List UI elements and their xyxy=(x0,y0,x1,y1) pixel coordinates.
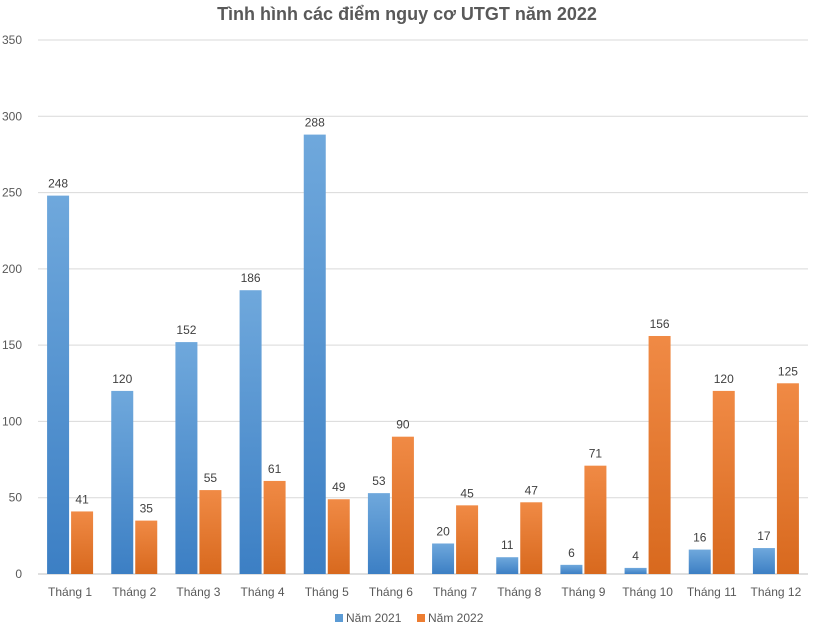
bar-2022-1 xyxy=(71,511,94,574)
bar-2021-5 xyxy=(303,134,326,574)
data-label: 41 xyxy=(75,492,89,506)
bar-2022-7 xyxy=(456,505,479,574)
bar-2022-12 xyxy=(776,383,799,574)
bar-2021-7 xyxy=(432,543,455,574)
data-label: 49 xyxy=(332,480,346,494)
data-label: 6 xyxy=(568,546,575,560)
data-label: 47 xyxy=(525,483,539,497)
data-label: 120 xyxy=(714,372,734,386)
data-label: 20 xyxy=(436,524,450,538)
x-tick-label: Tháng 6 xyxy=(369,585,413,599)
bar-2022-10 xyxy=(648,335,671,574)
bar-2021-6 xyxy=(367,493,390,574)
x-tick-label: Tháng 10 xyxy=(622,585,673,599)
data-label: 11 xyxy=(501,538,514,552)
bar-2022-8 xyxy=(520,502,543,574)
bar-2022-9 xyxy=(584,465,607,574)
x-tick-label: Tháng 8 xyxy=(497,585,541,599)
data-label: 55 xyxy=(204,471,218,485)
data-label: 53 xyxy=(372,474,386,488)
x-tick-label: Tháng 7 xyxy=(433,585,477,599)
data-label: 4 xyxy=(632,549,639,563)
legend-label: Năm 2022 xyxy=(428,611,484,625)
y-tick-label: 300 xyxy=(2,109,22,123)
data-label: 288 xyxy=(305,116,325,130)
x-tick-label: Tháng 2 xyxy=(112,585,156,599)
y-axis-ticks: 0 50 100 150 200 250 300 350 xyxy=(2,33,22,581)
x-tick-label: Tháng 1 xyxy=(48,585,92,599)
y-tick-label: 150 xyxy=(2,338,22,352)
bar-2021-1 xyxy=(47,195,70,574)
bar-2021-8 xyxy=(496,557,519,574)
y-tick-label: 200 xyxy=(2,262,22,276)
bar-2021-4 xyxy=(239,290,262,574)
data-labels: 248 41 120 35 152 55 186 61 288 49 53 90 20 45 11 47 6 71… xyxy=(48,116,798,563)
bar-2021-11 xyxy=(688,549,711,574)
data-label: 16 xyxy=(693,531,707,545)
data-label: 248 xyxy=(48,177,68,191)
bar-2021-3 xyxy=(175,342,198,574)
y-tick-label: 100 xyxy=(2,414,22,428)
bar-2022-2 xyxy=(135,520,158,574)
data-label: 35 xyxy=(140,502,154,516)
data-label: 71 xyxy=(589,447,603,461)
y-tick-label: 250 xyxy=(2,186,22,200)
x-tick-label: Tháng 4 xyxy=(241,585,285,599)
legend-swatch xyxy=(417,614,425,622)
data-label: 17 xyxy=(757,529,771,543)
x-tick-label: Tháng 3 xyxy=(176,585,220,599)
data-label: 156 xyxy=(650,317,670,331)
y-tick-label: 350 xyxy=(2,33,22,47)
data-label: 90 xyxy=(396,418,410,432)
legend-swatch xyxy=(335,614,343,622)
bar-2021-10 xyxy=(624,567,647,574)
bars xyxy=(47,134,799,574)
bar-2022-11 xyxy=(712,390,735,574)
bar-2021-12 xyxy=(752,548,775,574)
x-axis-ticks: Tháng 1 Tháng 2 Tháng 3 Tháng 4 Tháng 5 Tháng… xyxy=(48,585,802,599)
bar-2022-5 xyxy=(327,499,350,574)
legend-label: Năm 2021 xyxy=(346,611,402,625)
legend: Năm 2021 Năm 2022 xyxy=(335,611,484,625)
chart-title: Tình hình các điểm nguy cơ UTGT năm 2022 xyxy=(217,4,597,24)
y-tick-label: 0 xyxy=(15,567,22,581)
y-tick-label: 50 xyxy=(9,491,23,505)
data-label: 152 xyxy=(176,323,196,337)
x-tick-label: Tháng 5 xyxy=(305,585,349,599)
data-label: 125 xyxy=(778,364,798,378)
bar-2021-9 xyxy=(560,564,583,574)
x-tick-label: Tháng 9 xyxy=(561,585,605,599)
data-label: 45 xyxy=(460,486,474,500)
gridlines xyxy=(38,39,808,575)
x-tick-label: Tháng 12 xyxy=(751,585,802,599)
data-label: 186 xyxy=(241,271,261,285)
bar-2022-3 xyxy=(199,490,222,574)
data-label: 120 xyxy=(112,372,132,386)
bar-2022-4 xyxy=(263,480,286,574)
x-tick-label: Tháng 11 xyxy=(687,585,737,599)
data-label: 61 xyxy=(268,462,282,476)
bar-2022-6 xyxy=(391,436,414,574)
bar-2021-2 xyxy=(111,390,134,574)
